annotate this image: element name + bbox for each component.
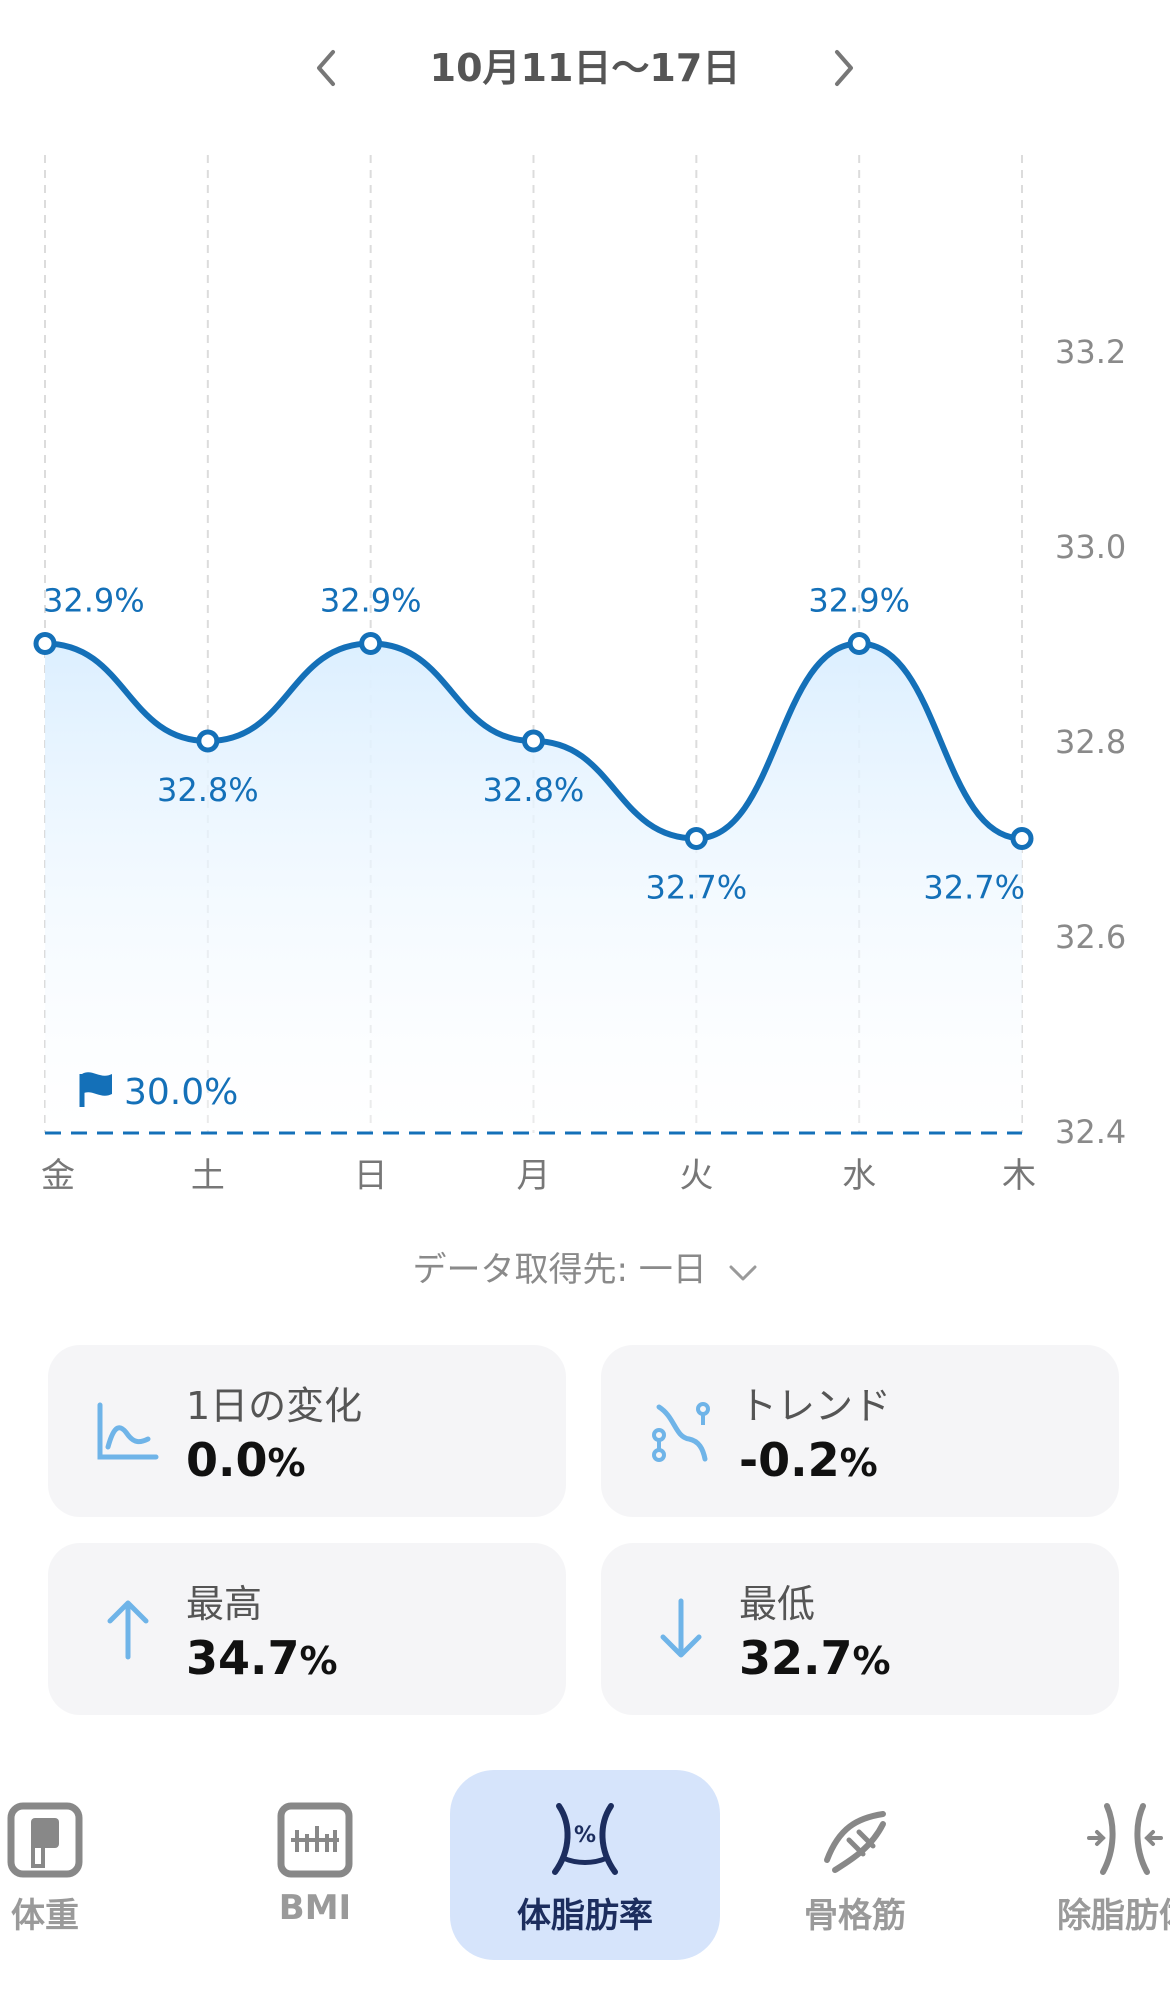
stat-label: 最高 [186, 1582, 263, 1626]
series-area [45, 643, 1022, 1133]
data-point [684, 827, 708, 850]
arrow-down-icon [660, 1598, 702, 1658]
data-label: 32.7% [923, 869, 1025, 907]
data-source-selector[interactable]: データ取得先: 一日 [0, 1240, 1170, 1302]
data-label: 32.9% [43, 582, 145, 620]
next-week-button[interactable] [814, 38, 874, 98]
x-tick-label: 月 [517, 1156, 551, 1196]
x-tick-label: 木 [1002, 1156, 1036, 1196]
lowest-card: 最低 32.7% [601, 1543, 1119, 1715]
tab-label: 除脂肪体 [1057, 1896, 1170, 1936]
tab-label: 体重 [11, 1896, 79, 1936]
body-fat-icon: % [552, 1803, 618, 1875]
y-tick-label: 33.2 [1055, 333, 1126, 371]
daily-change-card: 1日の変化 0.0% [48, 1345, 566, 1517]
body-fat-line-chart: 32.9% 32.8% 32.9% 32.8% 32.7% 32.9% 32.7% 33.2 3… [33, 155, 1126, 1196]
arrow-up-icon [107, 1600, 149, 1660]
data-point [359, 632, 383, 655]
bmi-scale-icon [277, 1802, 353, 1878]
tab-skeletal-muscle[interactable]: 骨格筋 [720, 1770, 990, 1960]
y-tick-label: 33.0 [1055, 528, 1126, 566]
y-tick-label: 32.6 [1055, 918, 1126, 956]
stat-value: -0.2% [739, 1433, 878, 1487]
date-navigation: 10月11日〜17日 [0, 0, 1170, 130]
trend-path-icon [652, 1402, 710, 1462]
data-label: 32.7% [646, 869, 748, 907]
tab-label: BMI [278, 1888, 352, 1928]
data-label: 32.8% [157, 771, 259, 809]
tab-bmi[interactable]: BMI [180, 1770, 450, 1960]
metric-tab-bar: 体重 BMI % 体脂肪率 骨格筋 [0, 1770, 1170, 1970]
goal-label: 30.0% [124, 1072, 238, 1113]
lean-body-icon [1087, 1803, 1163, 1875]
data-point [522, 729, 545, 753]
data-source-label: データ取得先: 一日 [412, 1250, 707, 1290]
chevron-left-icon [317, 50, 335, 86]
tab-body-fat[interactable]: % 体脂肪率 [450, 1770, 720, 1960]
stat-label: 1日の変化 [186, 1384, 363, 1428]
stat-value: 32.7% [739, 1631, 891, 1685]
tab-weight[interactable]: 体重 [0, 1770, 180, 1960]
x-tick-label: 火 [679, 1156, 713, 1196]
chevron-down-icon [728, 1242, 758, 1302]
data-label: 32.9% [808, 582, 910, 620]
x-tick-label: 金 [41, 1156, 75, 1196]
y-tick-label: 32.4 [1055, 1113, 1126, 1151]
date-range-title: 10月11日〜17日 [429, 46, 741, 90]
y-tick-label: 32.8 [1055, 723, 1126, 761]
x-tick-label: 水 [842, 1156, 876, 1196]
tab-label: 体脂肪率 [517, 1896, 653, 1936]
data-point [847, 632, 871, 655]
flag-icon [79, 1072, 112, 1107]
data-point [1010, 827, 1034, 850]
x-tick-label: 日 [354, 1156, 388, 1196]
prev-week-button[interactable] [296, 38, 356, 98]
tab-label: 骨格筋 [804, 1896, 906, 1936]
x-tick-label: 土 [191, 1156, 225, 1196]
scale-icon [7, 1802, 83, 1878]
stat-label: トレンド [739, 1384, 892, 1428]
highest-card: 最高 34.7% [48, 1543, 566, 1715]
tab-lean-body[interactable]: 除脂肪体 [990, 1770, 1170, 1960]
curve-chart-icon [97, 1402, 159, 1460]
stat-value: 34.7% [186, 1631, 338, 1685]
chevron-right-icon [835, 50, 853, 86]
data-point [33, 632, 57, 655]
trend-card: トレンド -0.2% [601, 1345, 1119, 1517]
data-point [196, 729, 220, 753]
data-label: 32.8% [483, 771, 585, 809]
stat-label: 最低 [739, 1582, 816, 1626]
stat-value: 0.0% [186, 1433, 306, 1487]
data-label: 32.9% [320, 582, 422, 620]
svg-text:%: % [574, 1823, 596, 1848]
muscle-icon [824, 1811, 886, 1873]
